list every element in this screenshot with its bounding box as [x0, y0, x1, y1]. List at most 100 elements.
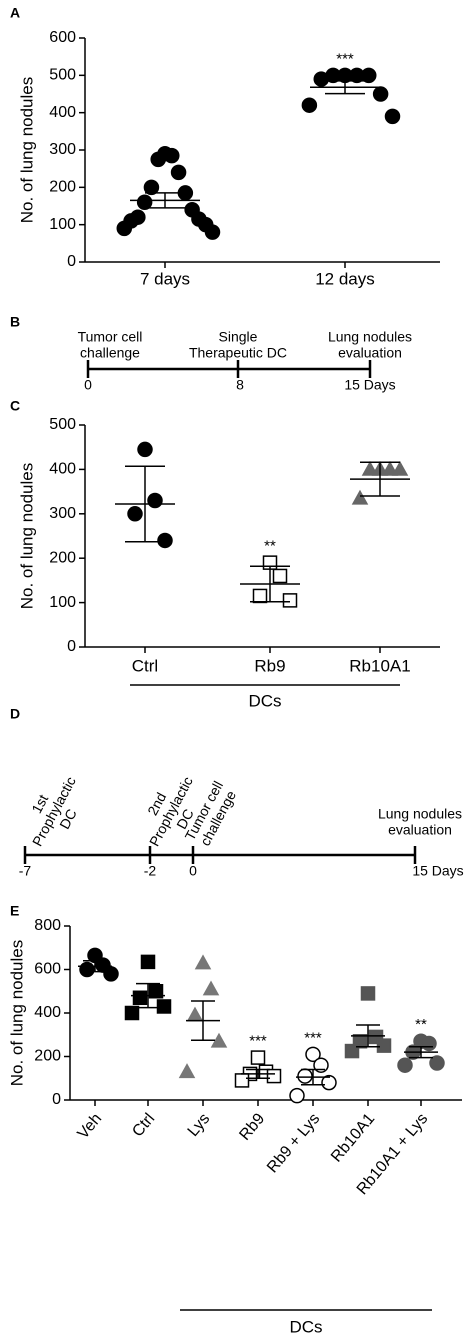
data-point	[137, 441, 153, 458]
timeline-tick-label: 15 Days	[412, 863, 463, 879]
event-text: evaluation	[388, 822, 452, 838]
y-tick-label: 400	[49, 461, 76, 478]
event-text: Tumor cell	[78, 329, 143, 345]
data-point	[147, 492, 163, 509]
data-point	[150, 151, 166, 168]
y-tick-label: 200	[49, 549, 76, 566]
timeline-tick-label: 0	[84, 377, 92, 393]
timeline-tick-label: 0	[189, 863, 197, 879]
data-point	[384, 108, 401, 125]
data-point	[372, 86, 389, 102]
x-tick-label: Ctrl	[129, 1110, 158, 1140]
y-tick-label: 500	[49, 67, 76, 84]
significance: ***	[304, 1029, 322, 1046]
data-point	[143, 179, 160, 196]
event-text: Therapeutic DC	[189, 345, 287, 361]
y-axis-label: No. of lung nodules	[17, 463, 36, 610]
y-tick-label: 500	[49, 416, 76, 433]
data-point	[266, 1068, 282, 1084]
x-tick-label: Rb10A1	[328, 1110, 378, 1165]
data-point	[148, 984, 164, 999]
data-point	[397, 1057, 413, 1073]
data-point	[381, 460, 399, 476]
panel-letter: D	[10, 706, 20, 722]
x-tick-label: Rb10A1	[349, 656, 410, 675]
significance: ***	[336, 50, 354, 67]
significance: **	[264, 538, 276, 555]
data-point	[194, 954, 212, 970]
y-tick-label: 0	[67, 253, 76, 270]
y-tick-label: 100	[49, 594, 76, 611]
data-point	[250, 1050, 266, 1065]
x-tick-label: Rb9	[236, 1110, 268, 1143]
event-text: 1st	[28, 792, 51, 816]
x-tick-label: Lys	[185, 1110, 214, 1140]
data-point	[361, 460, 379, 476]
event-text: Single	[219, 329, 258, 345]
data-point	[313, 1057, 329, 1073]
x-axis-label: DCs	[289, 1317, 322, 1336]
y-tick-label: 300	[49, 505, 76, 522]
y-tick-label: 800	[34, 917, 61, 934]
event-text: challenge	[80, 345, 140, 361]
data-point	[116, 220, 133, 237]
y-tick-label: 200	[34, 1048, 61, 1065]
data-point	[351, 489, 369, 505]
y-tick-label: 400	[49, 104, 76, 121]
timeline-tick-label: -7	[19, 863, 32, 879]
data-point	[305, 1046, 321, 1063]
event-text: evaluation	[338, 345, 402, 361]
panel-letter: E	[10, 903, 19, 919]
y-axis-label: No. of lung nodules	[7, 940, 26, 1087]
data-point	[170, 164, 187, 181]
panel-letter: A	[10, 5, 20, 21]
data-point	[127, 506, 143, 522]
data-point	[140, 954, 156, 970]
data-point	[391, 460, 409, 476]
data-point	[103, 966, 119, 982]
data-point	[157, 532, 173, 549]
x-tick-label: 7 days	[140, 269, 190, 288]
x-axis-label: DCs	[248, 691, 281, 710]
timeline-tick-label: -2	[144, 863, 157, 879]
timeline-tick-label: 15 Days	[344, 377, 395, 393]
x-tick-label: 12 days	[315, 269, 375, 288]
timeline-tick-label: 8	[236, 377, 244, 393]
x-tick-label: Ctrl	[132, 656, 158, 675]
data-point	[79, 961, 95, 978]
data-point	[282, 593, 298, 608]
data-point	[132, 990, 148, 1006]
data-point	[321, 1074, 337, 1091]
y-tick-label: 0	[67, 638, 76, 655]
data-point	[297, 1068, 313, 1084]
data-point	[289, 1087, 305, 1104]
y-tick-label: 200	[49, 179, 76, 196]
data-point	[344, 1043, 360, 1059]
data-point	[164, 147, 180, 164]
panel-letter: B	[10, 314, 20, 330]
y-tick-label: 300	[49, 141, 76, 158]
data-point	[124, 1005, 140, 1021]
data-point	[234, 1073, 250, 1088]
significance: **	[415, 1016, 427, 1033]
y-tick-label: 0	[52, 1091, 61, 1108]
panel-letter: C	[10, 398, 20, 414]
data-point	[360, 986, 376, 1001]
data-point	[204, 224, 221, 240]
data-point	[178, 1063, 196, 1079]
y-tick-label: 600	[49, 29, 76, 46]
data-point	[376, 1038, 392, 1053]
data-point	[429, 1055, 445, 1071]
event-text: Lung nodules	[328, 329, 412, 345]
x-tick-label: Rb9 + Lys	[264, 1110, 323, 1176]
y-tick-label: 400	[34, 1004, 61, 1021]
data-point	[301, 97, 318, 113]
y-tick-label: 100	[49, 216, 76, 233]
data-point	[313, 71, 329, 87]
y-axis-label: No. of lung nodules	[17, 77, 36, 224]
data-point	[202, 980, 220, 996]
data-point	[156, 999, 172, 1014]
